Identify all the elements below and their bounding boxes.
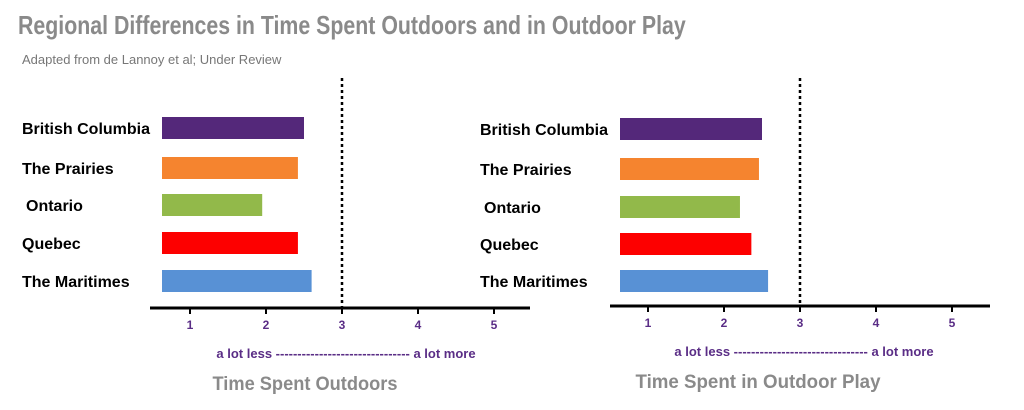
category-label: The Maritimes [480,274,588,291]
category-label: Quebec [22,236,81,253]
bar-the-prairies [620,158,759,180]
bar-the-prairies [162,157,298,179]
x-tick-label: 5 [491,318,498,332]
category-label: Ontario [26,198,83,215]
bar-quebec [620,233,752,255]
category-label: Quebec [480,237,539,254]
category-label: Ontario [484,200,541,217]
figure-subtitle: Adapted from de Lannoy et al; Under Revi… [22,52,282,67]
x-tick-label: 5 [949,316,956,330]
bar-quebec [162,232,298,254]
x-axis-label: a lot less -----------------------------… [674,344,933,359]
bar-ontario [620,196,740,218]
category-label: The Prairies [22,161,114,178]
x-tick-label: 3 [797,316,804,330]
x-axis-label: a lot less -----------------------------… [216,346,475,361]
x-tick-label: 1 [645,316,652,330]
x-tick-label: 3 [339,318,346,332]
bar-british-columbia [620,118,762,140]
category-label: British Columbia [480,122,608,139]
bar-ontario [162,194,263,216]
x-tick-label: 4 [873,316,880,330]
bar-the-maritimes [162,270,312,292]
figure-title: Regional Differences in Time Spent Outdo… [18,10,686,40]
x-tick-label: 2 [721,316,728,330]
bar-the-maritimes [620,270,769,292]
x-tick-label: 2 [263,318,270,332]
category-label: The Prairies [480,162,572,179]
bar-british-columbia [162,117,304,139]
x-tick-label: 1 [187,318,194,332]
category-label: British Columbia [22,121,150,138]
chart-title: Time Spent Outdoors [213,374,398,395]
x-tick-label: 4 [415,318,422,332]
category-label: The Maritimes [22,274,130,291]
chart-title: Time Spent in Outdoor Play [636,372,881,393]
